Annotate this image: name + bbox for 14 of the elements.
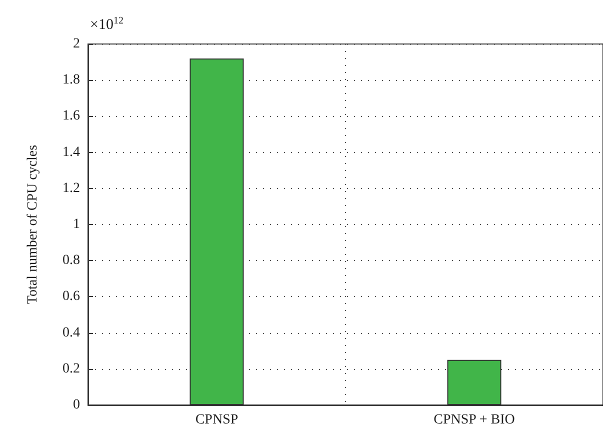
x-tick-label: CPNSP xyxy=(195,412,238,428)
y-tick-label: 1 xyxy=(73,217,80,232)
y-axis-title: Total number of CPU cycles xyxy=(26,144,40,304)
y-tick-label: 1.6 xyxy=(62,108,80,124)
y-tick-label: 1.2 xyxy=(62,180,80,196)
y-tick-label: 1.8 xyxy=(62,72,80,88)
y-tick-label: 0.4 xyxy=(62,325,80,340)
y-tick-label: 0.8 xyxy=(62,253,80,268)
y-tick-label: 0 xyxy=(73,398,80,412)
y-tick-label: 2 xyxy=(73,36,80,52)
y-tick-label: 0.6 xyxy=(62,289,80,304)
x-tick-label: CPNSP + BIO xyxy=(434,412,515,428)
y-tick-label: 0.2 xyxy=(62,361,80,376)
y-tick-label: 1.4 xyxy=(62,144,80,160)
